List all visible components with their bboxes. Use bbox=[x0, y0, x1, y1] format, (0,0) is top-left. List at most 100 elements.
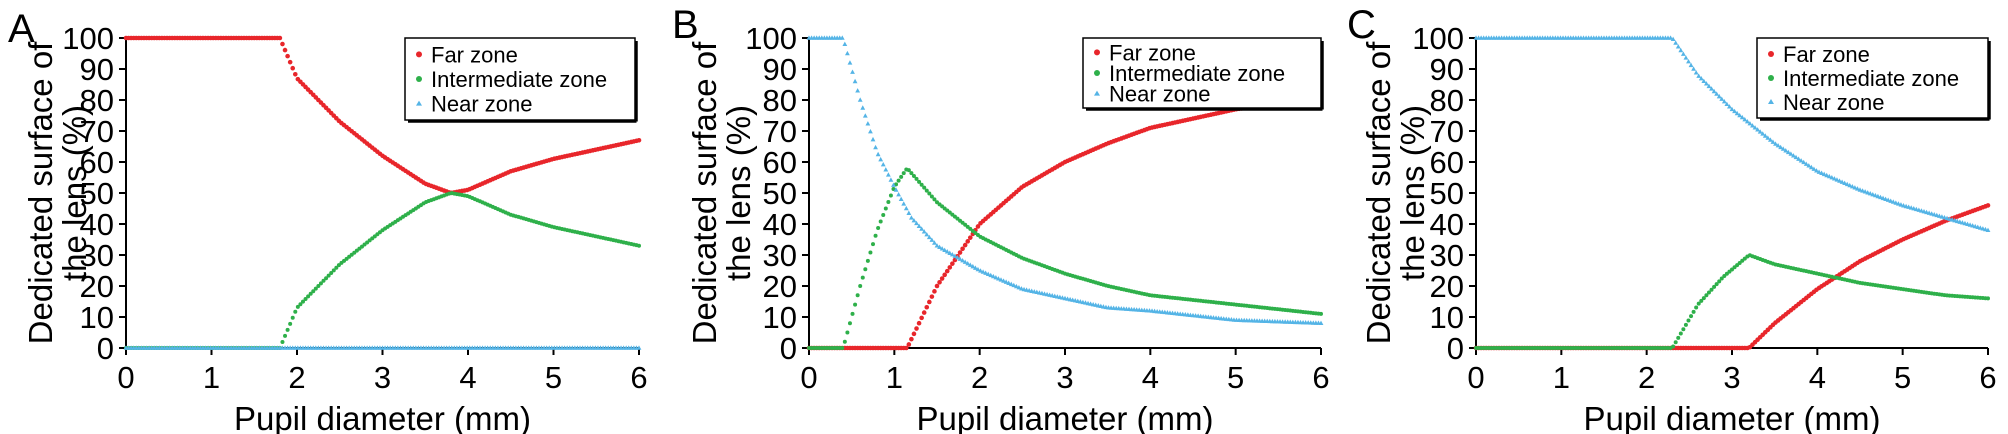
data-point bbox=[888, 193, 893, 198]
data-point bbox=[885, 172, 891, 177]
data-point bbox=[1671, 344, 1676, 349]
y-axis-title-line-2: the lens (%) bbox=[56, 105, 93, 281]
data-point bbox=[1798, 158, 1804, 163]
legend-marker-near-zone bbox=[416, 100, 422, 106]
data-point bbox=[1888, 198, 1894, 203]
y-tick-label: 80 bbox=[763, 83, 797, 118]
y-tick-label: 30 bbox=[1430, 238, 1464, 273]
data-point bbox=[888, 177, 894, 182]
data-point bbox=[1688, 62, 1694, 68]
x-tick-label: 6 bbox=[1979, 360, 1996, 395]
data-point bbox=[922, 185, 927, 190]
data-point bbox=[901, 171, 906, 176]
data-point bbox=[1783, 148, 1789, 153]
data-point bbox=[868, 129, 873, 134]
data-point bbox=[1691, 309, 1696, 314]
data-point bbox=[1668, 35, 1673, 40]
data-point bbox=[886, 199, 891, 204]
data-point bbox=[1678, 47, 1684, 53]
data-point bbox=[321, 278, 326, 283]
data-point bbox=[865, 121, 871, 126]
data-point bbox=[949, 252, 955, 257]
data-point bbox=[978, 268, 983, 273]
x-tick-label: 4 bbox=[1142, 360, 1159, 395]
y-tick-label: 20 bbox=[1430, 269, 1464, 304]
data-point bbox=[1847, 182, 1853, 188]
y-tick-label: 100 bbox=[1412, 21, 1464, 56]
y-tick-label: 70 bbox=[763, 114, 797, 149]
data-point bbox=[1860, 188, 1865, 193]
data-point bbox=[1716, 93, 1722, 99]
y-tick-label: 70 bbox=[80, 114, 114, 149]
data-point bbox=[937, 244, 942, 249]
data-point bbox=[921, 310, 927, 315]
data-point bbox=[1844, 181, 1850, 187]
data-point bbox=[1732, 108, 1737, 114]
data-point bbox=[855, 88, 861, 93]
data-point bbox=[1775, 143, 1781, 148]
legend-box bbox=[404, 37, 636, 121]
data-point bbox=[901, 201, 907, 206]
data-point bbox=[1693, 70, 1699, 75]
y-tick-label: 30 bbox=[763, 238, 797, 273]
data-point bbox=[939, 246, 945, 251]
data-point bbox=[1727, 104, 1732, 109]
data-point bbox=[1711, 88, 1717, 94]
data-point bbox=[1880, 195, 1886, 201]
data-point bbox=[1686, 318, 1691, 323]
data-point bbox=[1750, 123, 1755, 128]
data-point bbox=[1875, 193, 1881, 199]
x-tick-label: 0 bbox=[800, 360, 817, 395]
data-point bbox=[1898, 202, 1904, 207]
data-point bbox=[929, 194, 934, 199]
data-point bbox=[290, 315, 295, 320]
y-axis-title-line-2: the lens (%) bbox=[720, 105, 757, 281]
y-tick-label: 40 bbox=[1430, 207, 1464, 242]
y-tick-label: 40 bbox=[80, 207, 114, 242]
data-point bbox=[1878, 194, 1883, 200]
x-tick-label: 3 bbox=[374, 360, 391, 395]
data-point bbox=[863, 267, 868, 272]
data-point bbox=[847, 321, 852, 326]
data-point bbox=[1768, 137, 1773, 142]
data-point bbox=[1834, 177, 1840, 182]
data-point bbox=[331, 268, 336, 273]
x-tick-label: 5 bbox=[545, 360, 562, 395]
y-axis-title-line-1: Dedicated surface of bbox=[22, 41, 59, 345]
data-point bbox=[894, 182, 899, 187]
data-point bbox=[883, 167, 889, 172]
legend-marker-intermediate-zone bbox=[416, 76, 422, 82]
data-point bbox=[1791, 153, 1796, 158]
data-point bbox=[282, 47, 288, 53]
data-point bbox=[839, 35, 845, 40]
data-point bbox=[957, 256, 963, 261]
y-tick-label: 80 bbox=[80, 83, 114, 118]
data-point bbox=[917, 179, 922, 184]
data-point bbox=[1814, 168, 1819, 173]
y-tick-label: 90 bbox=[80, 52, 114, 87]
data-point bbox=[898, 196, 904, 201]
data-point bbox=[1717, 279, 1722, 284]
data-point bbox=[288, 321, 293, 326]
data-point bbox=[298, 302, 303, 307]
data-point bbox=[1865, 190, 1871, 195]
y-tick-label: 80 bbox=[1430, 83, 1464, 118]
data-point bbox=[881, 213, 886, 218]
data-point bbox=[909, 171, 914, 176]
data-point bbox=[927, 299, 932, 305]
data-point bbox=[845, 50, 850, 56]
y-tick-label: 50 bbox=[80, 176, 114, 211]
data-point bbox=[1762, 133, 1768, 138]
data-point bbox=[1008, 281, 1014, 287]
data-point bbox=[1788, 151, 1794, 156]
series-intermediate-zone bbox=[1474, 253, 1990, 350]
data-point bbox=[1985, 227, 1991, 232]
data-point bbox=[906, 342, 912, 347]
data-point bbox=[1714, 91, 1720, 96]
data-point bbox=[1678, 331, 1683, 336]
data-point bbox=[853, 302, 858, 307]
data-point bbox=[1737, 112, 1743, 118]
